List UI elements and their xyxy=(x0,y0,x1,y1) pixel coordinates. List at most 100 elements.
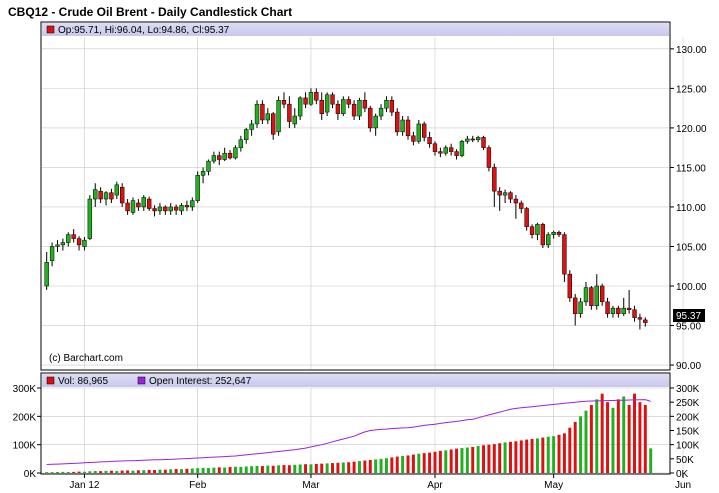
candle xyxy=(130,197,136,215)
candle-body xyxy=(297,97,303,117)
volume-left-tick-label: 300K xyxy=(13,384,37,395)
candle-body xyxy=(400,119,405,133)
candle-body xyxy=(44,262,49,287)
candle xyxy=(492,163,497,207)
volume-bar xyxy=(201,467,205,473)
volume-right-tick-label: 0K xyxy=(676,469,689,480)
candle xyxy=(395,108,400,136)
volume-bar xyxy=(503,442,507,473)
volume-bar xyxy=(282,465,286,473)
volume-bar xyxy=(212,467,216,473)
candle xyxy=(616,305,621,318)
candle xyxy=(136,199,141,211)
candle xyxy=(227,150,233,160)
candle xyxy=(643,317,648,327)
candle xyxy=(76,236,82,251)
candle-body xyxy=(573,297,578,314)
candle-body xyxy=(508,192,513,200)
candle xyxy=(432,141,438,156)
volume-bar xyxy=(600,393,604,473)
volume-bar xyxy=(223,467,227,473)
candle xyxy=(610,305,616,318)
candle-body xyxy=(341,99,346,114)
candle xyxy=(346,96,351,109)
candle xyxy=(519,200,524,214)
candle xyxy=(190,197,195,211)
candle-body xyxy=(486,147,492,168)
volume-bar xyxy=(190,468,194,473)
volume-bar xyxy=(174,469,178,473)
candle xyxy=(195,171,200,203)
candle xyxy=(146,196,152,211)
volume-bar xyxy=(331,463,335,473)
candle xyxy=(49,242,55,267)
price-legend-swatch xyxy=(46,25,55,34)
candle-body xyxy=(384,99,389,109)
candle xyxy=(324,92,330,117)
candlestick-series xyxy=(44,88,648,330)
volume-bar xyxy=(422,453,426,473)
candle-body xyxy=(583,287,589,303)
price-legend-bar xyxy=(42,23,669,36)
candle-body xyxy=(475,137,481,141)
volume-legend-bar xyxy=(42,374,669,387)
candle-body xyxy=(184,205,190,208)
candle-body xyxy=(233,147,238,159)
x-axis: Jan 12 Feb Mar Apr May Jun xyxy=(69,474,691,491)
candle xyxy=(637,313,643,330)
candle xyxy=(562,232,567,283)
volume-bar xyxy=(55,472,59,473)
candle-body xyxy=(98,190,103,200)
candle-body xyxy=(335,103,341,114)
candle-body xyxy=(103,192,109,200)
candle xyxy=(551,230,556,239)
volume-bar xyxy=(514,441,518,473)
candle xyxy=(427,131,432,148)
candle xyxy=(222,147,227,162)
candle-body xyxy=(330,94,335,105)
volume-bar xyxy=(606,402,610,473)
candle-body xyxy=(292,115,297,125)
candle xyxy=(308,88,314,106)
price-tick-label: 105.00 xyxy=(676,242,707,253)
candle xyxy=(276,96,281,136)
volume-bar xyxy=(627,405,631,473)
candle-body xyxy=(427,137,432,144)
candle-body xyxy=(395,111,400,133)
candle xyxy=(211,151,217,164)
candle xyxy=(254,100,260,128)
volume-bar xyxy=(471,446,475,473)
candle xyxy=(529,224,535,239)
candle-body xyxy=(281,99,287,105)
candle xyxy=(497,187,502,211)
candle xyxy=(297,96,303,120)
candle xyxy=(93,183,98,207)
volume-bar xyxy=(417,453,421,473)
candle xyxy=(470,135,475,143)
candle xyxy=(546,232,551,249)
candle-body xyxy=(324,94,330,113)
candle xyxy=(378,104,384,120)
candle xyxy=(120,183,125,207)
candle-body xyxy=(200,171,206,176)
candle-body xyxy=(82,239,87,247)
price-grid xyxy=(42,37,684,369)
candle-body xyxy=(411,135,416,142)
candle xyxy=(141,195,146,211)
candle xyxy=(60,238,66,251)
volume-bar xyxy=(649,448,653,473)
candle-body xyxy=(643,319,648,323)
volume-bar xyxy=(185,468,189,473)
candle xyxy=(486,145,492,172)
candle-body xyxy=(168,206,173,212)
x-tick-label: Mar xyxy=(302,480,320,491)
volume-bar xyxy=(368,459,372,473)
candle-body xyxy=(416,123,421,142)
candle xyxy=(389,96,395,117)
volume-bar xyxy=(309,464,313,473)
candle-body xyxy=(546,234,551,246)
volume-bar xyxy=(266,465,270,473)
volume-legend-text: Vol: 86,965 xyxy=(58,376,108,387)
candle-body xyxy=(465,138,470,142)
volume-right-tick-label: 300K xyxy=(676,384,700,395)
